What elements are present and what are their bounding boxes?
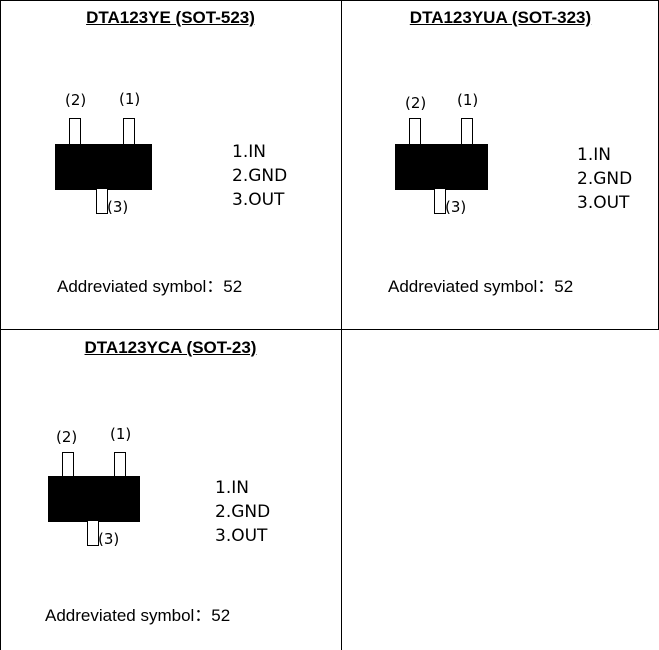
pin-item: 2.GND	[577, 169, 633, 189]
pin-label-3: (3)	[445, 198, 467, 216]
pin-label-2: (2)	[65, 91, 87, 109]
package-body	[48, 476, 140, 522]
pin-lead-2	[62, 452, 74, 478]
pin-lead-3	[87, 520, 99, 546]
pin-item: 2.GND	[232, 166, 288, 186]
pin-list: 1.IN 2.GND 3.OUT	[215, 476, 270, 548]
table-divider-horizontal	[0, 329, 659, 330]
package-body	[395, 144, 488, 190]
package-title: DTA123YUA (SOT-323)	[409, 8, 592, 27]
table-border-left	[0, 0, 1, 650]
pin-label-2: (2)	[405, 94, 427, 112]
abbreviated-symbol: Addreviated symbol：52	[45, 606, 231, 625]
pin-lead-1	[123, 118, 135, 146]
pin-item: 3.OUT	[215, 526, 268, 546]
pin-list: 1.IN 2.GND 3.OUT	[577, 143, 632, 215]
pin-item: 3.OUT	[232, 190, 285, 210]
package-diagram: (2) (1) (3)	[395, 90, 505, 230]
pin-label-1: (1)	[119, 90, 141, 108]
table-border-top	[0, 0, 659, 1]
pin-lead-3	[434, 188, 446, 214]
table-divider-vertical	[341, 0, 342, 650]
abbreviated-symbol: Addreviated symbol：52	[388, 277, 574, 296]
pin-list: 1.IN 2.GND 3.OUT	[232, 140, 287, 212]
package-diagram: (2) (1) (3)	[48, 425, 158, 565]
pin-lead-1	[114, 452, 126, 478]
pin-lead-3	[96, 188, 108, 214]
pin-item: 1.IN	[232, 142, 266, 162]
pin-label-3: (3)	[98, 530, 120, 548]
pin-item: 3.OUT	[577, 193, 630, 213]
pin-label-1: (1)	[457, 91, 479, 109]
package-body	[55, 144, 152, 190]
abbreviated-symbol: Addreviated symbol：52	[57, 277, 243, 296]
pin-label-1: (1)	[110, 425, 132, 443]
package-diagram: (2) (1) (3)	[55, 90, 165, 230]
package-title: DTA123YCA (SOT-23)	[84, 338, 257, 357]
pin-item: 1.IN	[577, 145, 611, 165]
pin-lead-2	[409, 118, 421, 146]
pin-lead-2	[69, 118, 81, 146]
package-title: DTA123YE (SOT-523)	[86, 8, 255, 27]
pin-item: 1.IN	[215, 478, 249, 498]
pin-label-3: (3)	[107, 198, 129, 216]
pin-item: 2.GND	[215, 502, 271, 522]
pin-lead-1	[461, 118, 473, 146]
pin-label-2: (2)	[56, 428, 78, 446]
